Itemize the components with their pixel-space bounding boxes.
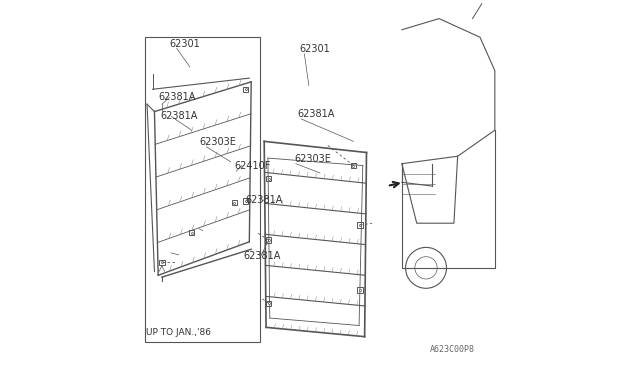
Text: 62303E: 62303E [294, 154, 331, 164]
Bar [189, 230, 195, 235]
Text: 62381A: 62381A [246, 195, 283, 205]
Text: 62381A: 62381A [158, 92, 196, 102]
Text: A623C00P8: A623C00P8 [429, 344, 475, 353]
Text: 62303E: 62303E [199, 137, 236, 147]
Bar [266, 176, 271, 181]
Bar [159, 260, 164, 265]
Text: 62410F: 62410F [234, 161, 271, 171]
Text: 62301: 62301 [300, 44, 330, 54]
Bar [358, 222, 363, 228]
Bar [145, 37, 260, 342]
Text: UP TO JAN.,'86: UP TO JAN.,'86 [146, 328, 211, 337]
Bar [243, 87, 248, 92]
Text: 62381A: 62381A [160, 111, 197, 121]
Bar [266, 237, 271, 243]
Bar [351, 163, 356, 168]
Text: 62381A: 62381A [244, 250, 281, 260]
Bar [232, 200, 237, 205]
Bar [358, 288, 363, 293]
Bar [266, 301, 271, 306]
Text: 62381A: 62381A [298, 109, 335, 119]
Text: 62301: 62301 [170, 38, 200, 48]
Bar [243, 198, 248, 203]
